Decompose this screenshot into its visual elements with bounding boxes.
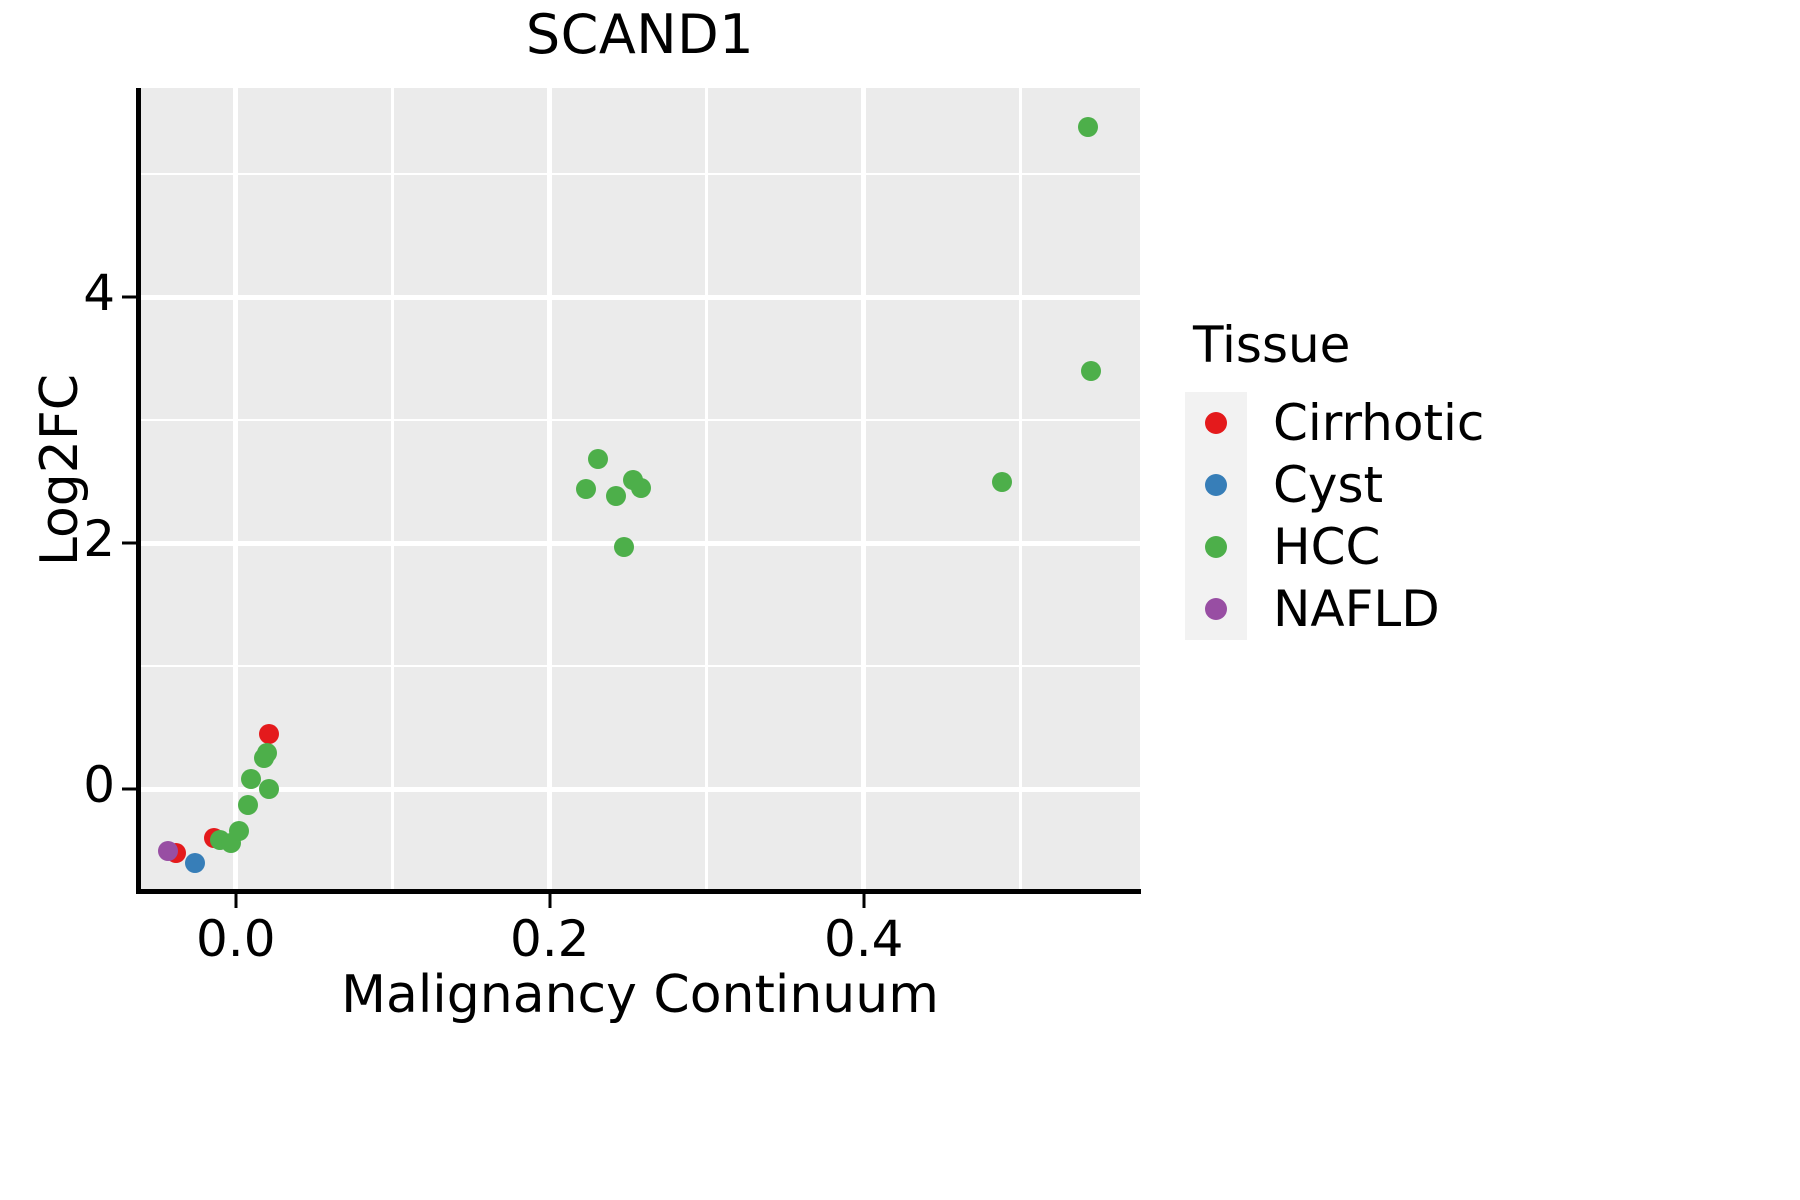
gridline-major-vertical: [233, 88, 239, 890]
data-point: [1078, 117, 1099, 138]
x-axis-tick: [862, 894, 866, 908]
gridline-minor-vertical: [705, 88, 708, 890]
legend-color-dot-icon: [1205, 536, 1227, 558]
data-point: [588, 449, 609, 470]
legend-item-hcc[interactable]: HCC: [1185, 516, 1785, 578]
data-point: [630, 477, 651, 498]
data-point: [991, 471, 1012, 492]
x-axis-tick: [234, 894, 238, 908]
y-axis-title: Log2FC: [30, 373, 90, 567]
data-point: [605, 486, 626, 507]
legend-color-dot-icon: [1205, 598, 1227, 620]
legend-swatch-cell: [1185, 454, 1247, 516]
x-axis-tick-label: 0.4: [823, 910, 904, 968]
legend-swatch-cell: [1185, 578, 1247, 640]
y-axis-tick: [122, 541, 136, 545]
y-axis-tick: [122, 787, 136, 791]
data-point: [575, 479, 596, 499]
legend-item-label: Cirrhotic: [1273, 394, 1485, 452]
y-axis-tick: [122, 295, 136, 299]
gridline-major-vertical: [547, 88, 553, 890]
data-point: [613, 536, 634, 557]
gridline-minor-horizontal: [140, 664, 1140, 668]
legend-color-dot-icon: [1205, 412, 1227, 434]
y-axis-tick-label: 0: [83, 756, 115, 815]
legend-item-label: NAFLD: [1273, 580, 1440, 638]
y-axis-tick-label: 4: [83, 264, 115, 323]
gridline-major-horizontal: [140, 294, 1140, 300]
gridline-major-horizontal: [140, 786, 1140, 792]
data-point: [1081, 360, 1102, 381]
legend-item-nafld[interactable]: NAFLD: [1185, 578, 1785, 640]
gridline-major-horizontal: [140, 540, 1140, 546]
legend-swatch-cell: [1185, 392, 1247, 454]
data-point: [158, 840, 179, 861]
gridline-minor-vertical: [391, 88, 394, 890]
data-point: [258, 723, 279, 744]
legend-item-label: HCC: [1273, 518, 1381, 576]
page-title: SCAND1: [525, 3, 755, 66]
gridline-major-vertical: [861, 88, 867, 890]
gridline-minor-horizontal: [140, 172, 1140, 176]
data-point: [258, 779, 279, 800]
legend-item-label: Cyst: [1273, 456, 1384, 514]
data-point: [228, 820, 249, 841]
legend-item-cyst[interactable]: Cyst: [1185, 454, 1785, 516]
plot-panel: [140, 88, 1140, 890]
data-point: [257, 743, 278, 764]
x-axis-tick-label: 0.2: [509, 910, 590, 968]
gridline-minor-vertical: [1019, 88, 1022, 890]
x-axis-title: Malignancy Continuum: [341, 965, 939, 1025]
data-point: [238, 795, 259, 816]
gridline-minor-horizontal: [140, 418, 1140, 422]
x-axis-line: [136, 889, 1141, 894]
y-axis-line: [136, 88, 141, 894]
legend-color-dot-icon: [1205, 474, 1227, 496]
legend-swatch-cell: [1185, 516, 1247, 578]
y-axis-tick-label: 2: [83, 510, 115, 569]
legend-item-cirrhotic[interactable]: Cirrhotic: [1185, 392, 1785, 454]
legend-items: Cirrhotic Cyst HCC NAFLD: [1185, 392, 1785, 640]
x-axis-tick-label: 0.0: [195, 910, 276, 968]
x-axis-tick: [548, 894, 552, 908]
data-point: [184, 852, 205, 873]
legend-title: Tissue: [1193, 316, 1351, 374]
legend: Tissue Cirrhotic Cyst HCC NAFLD: [1185, 320, 1785, 640]
data-point: [241, 769, 262, 790]
